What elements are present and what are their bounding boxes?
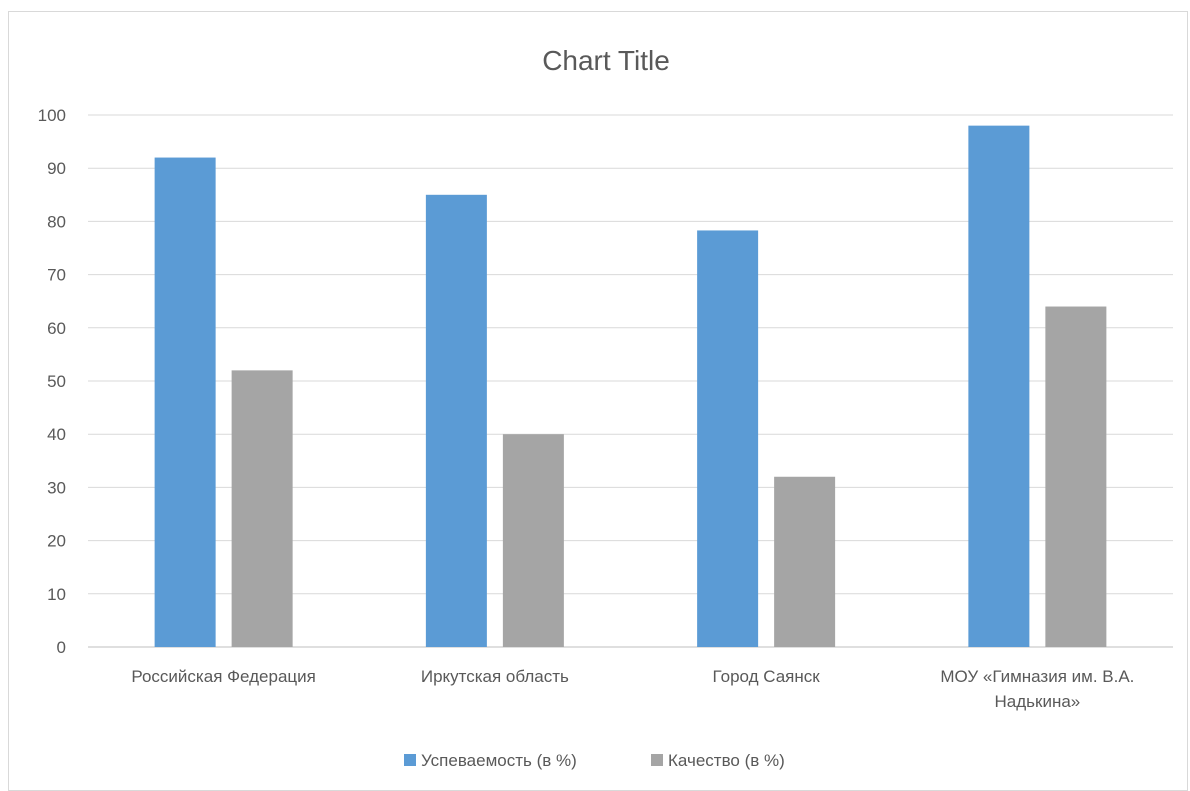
y-tick-label: 70 [47,266,66,285]
bar-kachestvo [231,370,293,647]
bars [154,125,1107,648]
bar-kachestvo [1045,306,1107,647]
chart-title: Chart Title [542,45,670,76]
legend-item: Качество (в %) [651,751,785,770]
y-tick-label: 100 [38,106,66,125]
bar-uspevaemost [425,194,487,648]
y-tick-label: 60 [47,319,66,338]
legend-swatch [651,754,663,766]
x-category-label: МОУ «Гимназия им. В.А. [940,667,1134,686]
y-tick-label: 90 [47,159,66,178]
bar-uspevaemost [154,157,216,647]
x-category-label: Надькина» [995,692,1081,711]
legend: Успеваемость (в %) Качество (в %) [404,751,785,770]
x-category-label: Иркутская область [421,667,569,686]
bar-kachestvo [502,434,564,647]
x-category-label: Российская Федерация [131,667,315,686]
y-tick-label: 20 [47,532,66,551]
bar-uspevaemost [968,125,1030,647]
x-category-label: Город Саянск [713,667,821,686]
y-tick-label: 40 [47,425,66,444]
y-tick-label: 80 [47,212,66,231]
y-tick-label: 50 [47,372,66,391]
bar-uspevaemost [697,230,759,647]
y-axis-ticks: 0 10 20 30 40 50 60 70 80 90 100 [38,106,66,657]
y-tick-label: 10 [47,585,66,604]
bar-kachestvo [774,476,836,647]
legend-swatch [404,754,416,766]
x-axis-categories: Российская Федерация Иркутская область Гор… [131,667,1134,711]
legend-label: Качество (в %) [668,751,785,770]
y-tick-label: 0 [57,638,66,657]
y-tick-label: 30 [47,478,66,497]
legend-item: Успеваемость (в %) [404,751,577,770]
legend-label: Успеваемость (в %) [421,751,577,770]
